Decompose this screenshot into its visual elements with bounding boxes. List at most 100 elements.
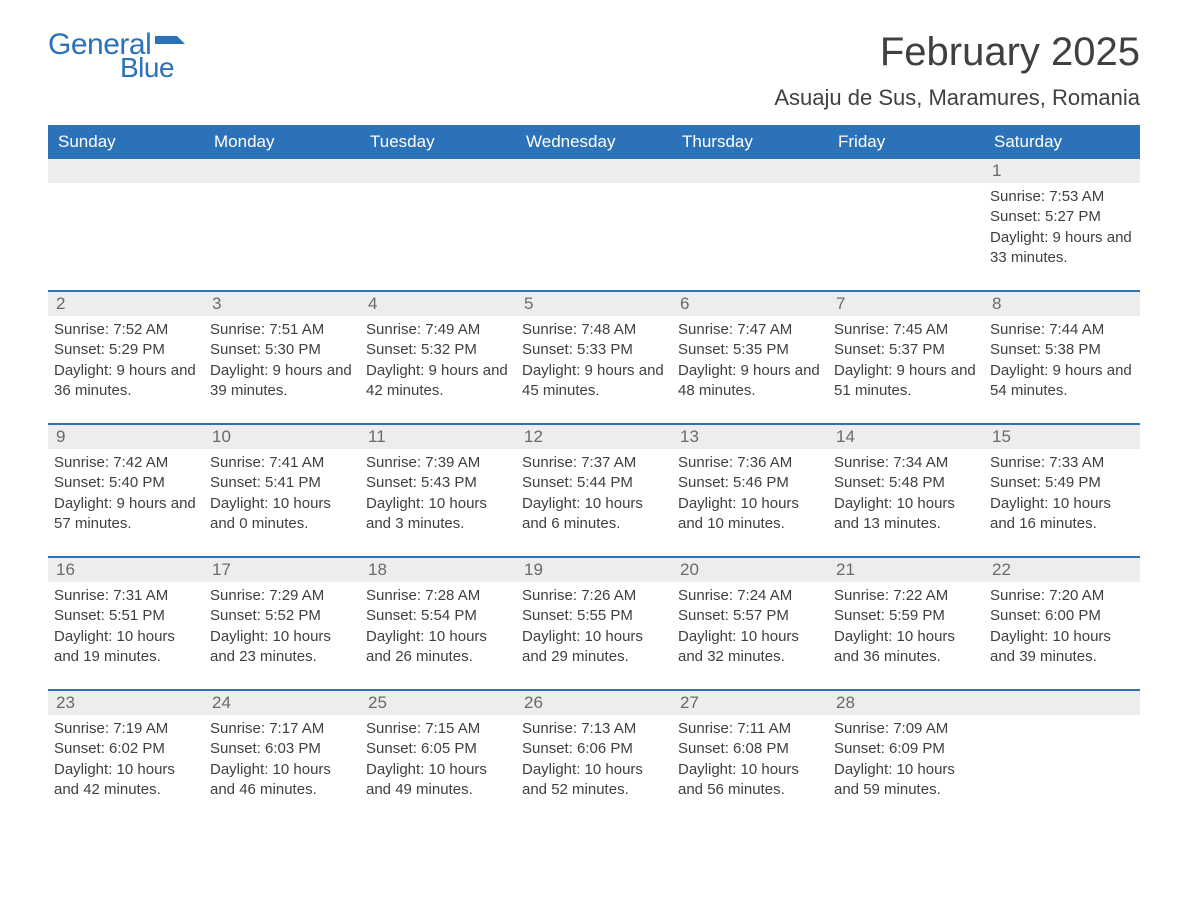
calendar-week: 9Sunrise: 7:42 AMSunset: 5:40 PMDaylight… (48, 423, 1140, 542)
day-number: 9 (48, 425, 204, 449)
calendar-cell: 22Sunrise: 7:20 AMSunset: 6:00 PMDayligh… (984, 558, 1140, 675)
calendar-cell: 14Sunrise: 7:34 AMSunset: 5:48 PMDayligh… (828, 425, 984, 542)
calendar-cell: 28Sunrise: 7:09 AMSunset: 6:09 PMDayligh… (828, 691, 984, 808)
day-number: 4 (360, 292, 516, 316)
day-number: 14 (828, 425, 984, 449)
calendar-cell: 16Sunrise: 7:31 AMSunset: 5:51 PMDayligh… (48, 558, 204, 675)
cell-body: Sunrise: 7:53 AMSunset: 5:27 PMDaylight:… (984, 183, 1140, 268)
day-number: 28 (828, 691, 984, 715)
cell-body: Sunrise: 7:47 AMSunset: 5:35 PMDaylight:… (672, 316, 828, 401)
sunset-text: Sunset: 6:09 PM (834, 739, 978, 759)
calendar-cell: 25Sunrise: 7:15 AMSunset: 6:05 PMDayligh… (360, 691, 516, 808)
daylight-text: Daylight: 10 hours and 59 minutes. (834, 760, 978, 801)
sunset-text: Sunset: 6:05 PM (366, 739, 510, 759)
calendar-cell (828, 159, 984, 276)
sunrise-text: Sunrise: 7:51 AM (210, 320, 354, 340)
cell-body: Sunrise: 7:52 AMSunset: 5:29 PMDaylight:… (48, 316, 204, 401)
logo-text-blue: Blue (120, 54, 174, 82)
sunset-text: Sunset: 5:57 PM (678, 606, 822, 626)
sunrise-text: Sunrise: 7:09 AM (834, 719, 978, 739)
sunrise-text: Sunrise: 7:45 AM (834, 320, 978, 340)
daylight-text: Daylight: 10 hours and 16 minutes. (990, 494, 1134, 535)
daylight-text: Daylight: 9 hours and 36 minutes. (54, 361, 198, 402)
weekday-heading: Friday (828, 125, 984, 159)
calendar-cell: 18Sunrise: 7:28 AMSunset: 5:54 PMDayligh… (360, 558, 516, 675)
day-number: 23 (48, 691, 204, 715)
sunset-text: Sunset: 5:51 PM (54, 606, 198, 626)
calendar-cell (48, 159, 204, 276)
daylight-text: Daylight: 10 hours and 19 minutes. (54, 627, 198, 668)
sunrise-text: Sunrise: 7:29 AM (210, 586, 354, 606)
day-number: 19 (516, 558, 672, 582)
cell-body: Sunrise: 7:11 AMSunset: 6:08 PMDaylight:… (672, 715, 828, 800)
day-number (984, 691, 1140, 715)
calendar-cell: 13Sunrise: 7:36 AMSunset: 5:46 PMDayligh… (672, 425, 828, 542)
day-number (204, 159, 360, 183)
day-number (516, 159, 672, 183)
day-number (360, 159, 516, 183)
header: General Blue February 2025 Asuaju de Sus… (48, 30, 1140, 111)
cell-body: Sunrise: 7:42 AMSunset: 5:40 PMDaylight:… (48, 449, 204, 534)
cell-body: Sunrise: 7:51 AMSunset: 5:30 PMDaylight:… (204, 316, 360, 401)
sunset-text: Sunset: 6:08 PM (678, 739, 822, 759)
calendar-week: 23Sunrise: 7:19 AMSunset: 6:02 PMDayligh… (48, 689, 1140, 808)
calendar-cell: 6Sunrise: 7:47 AMSunset: 5:35 PMDaylight… (672, 292, 828, 409)
day-number: 5 (516, 292, 672, 316)
day-number: 27 (672, 691, 828, 715)
sunrise-text: Sunrise: 7:17 AM (210, 719, 354, 739)
sunrise-text: Sunrise: 7:28 AM (366, 586, 510, 606)
day-number: 24 (204, 691, 360, 715)
cell-body (672, 183, 828, 187)
daylight-text: Daylight: 10 hours and 3 minutes. (366, 494, 510, 535)
daylight-text: Daylight: 9 hours and 45 minutes. (522, 361, 666, 402)
sunrise-text: Sunrise: 7:33 AM (990, 453, 1134, 473)
sunset-text: Sunset: 5:32 PM (366, 340, 510, 360)
sunrise-text: Sunrise: 7:13 AM (522, 719, 666, 739)
daylight-text: Daylight: 10 hours and 6 minutes. (522, 494, 666, 535)
sunrise-text: Sunrise: 7:24 AM (678, 586, 822, 606)
daylight-text: Daylight: 9 hours and 54 minutes. (990, 361, 1134, 402)
sunset-text: Sunset: 5:59 PM (834, 606, 978, 626)
day-number: 20 (672, 558, 828, 582)
daylight-text: Daylight: 10 hours and 36 minutes. (834, 627, 978, 668)
day-number: 2 (48, 292, 204, 316)
sunrise-text: Sunrise: 7:44 AM (990, 320, 1134, 340)
day-number: 18 (360, 558, 516, 582)
cell-body: Sunrise: 7:19 AMSunset: 6:02 PMDaylight:… (48, 715, 204, 800)
sunrise-text: Sunrise: 7:34 AM (834, 453, 978, 473)
day-number: 11 (360, 425, 516, 449)
sunset-text: Sunset: 5:44 PM (522, 473, 666, 493)
calendar-week: 2Sunrise: 7:52 AMSunset: 5:29 PMDaylight… (48, 290, 1140, 409)
daylight-text: Daylight: 9 hours and 48 minutes. (678, 361, 822, 402)
daylight-text: Daylight: 10 hours and 29 minutes. (522, 627, 666, 668)
calendar-week: 1Sunrise: 7:53 AMSunset: 5:27 PMDaylight… (48, 159, 1140, 276)
sunset-text: Sunset: 5:52 PM (210, 606, 354, 626)
daylight-text: Daylight: 10 hours and 42 minutes. (54, 760, 198, 801)
sunrise-text: Sunrise: 7:15 AM (366, 719, 510, 739)
calendar-cell: 21Sunrise: 7:22 AMSunset: 5:59 PMDayligh… (828, 558, 984, 675)
cell-body: Sunrise: 7:09 AMSunset: 6:09 PMDaylight:… (828, 715, 984, 800)
day-number: 7 (828, 292, 984, 316)
sunset-text: Sunset: 5:49 PM (990, 473, 1134, 493)
cell-body (48, 183, 204, 187)
weekday-heading: Sunday (48, 125, 204, 159)
cell-body (360, 183, 516, 187)
cell-body: Sunrise: 7:20 AMSunset: 6:00 PMDaylight:… (984, 582, 1140, 667)
calendar-cell (204, 159, 360, 276)
sunrise-text: Sunrise: 7:37 AM (522, 453, 666, 473)
cell-body: Sunrise: 7:24 AMSunset: 5:57 PMDaylight:… (672, 582, 828, 667)
cell-body: Sunrise: 7:36 AMSunset: 5:46 PMDaylight:… (672, 449, 828, 534)
sunrise-text: Sunrise: 7:19 AM (54, 719, 198, 739)
sunset-text: Sunset: 5:40 PM (54, 473, 198, 493)
weekday-heading: Saturday (984, 125, 1140, 159)
cell-body (984, 715, 1140, 719)
cell-body: Sunrise: 7:45 AMSunset: 5:37 PMDaylight:… (828, 316, 984, 401)
calendar-cell: 24Sunrise: 7:17 AMSunset: 6:03 PMDayligh… (204, 691, 360, 808)
day-number: 17 (204, 558, 360, 582)
cell-body: Sunrise: 7:41 AMSunset: 5:41 PMDaylight:… (204, 449, 360, 534)
calendar: SundayMondayTuesdayWednesdayThursdayFrid… (48, 125, 1140, 808)
day-number: 21 (828, 558, 984, 582)
cell-body: Sunrise: 7:15 AMSunset: 6:05 PMDaylight:… (360, 715, 516, 800)
cell-body: Sunrise: 7:37 AMSunset: 5:44 PMDaylight:… (516, 449, 672, 534)
cell-body: Sunrise: 7:29 AMSunset: 5:52 PMDaylight:… (204, 582, 360, 667)
